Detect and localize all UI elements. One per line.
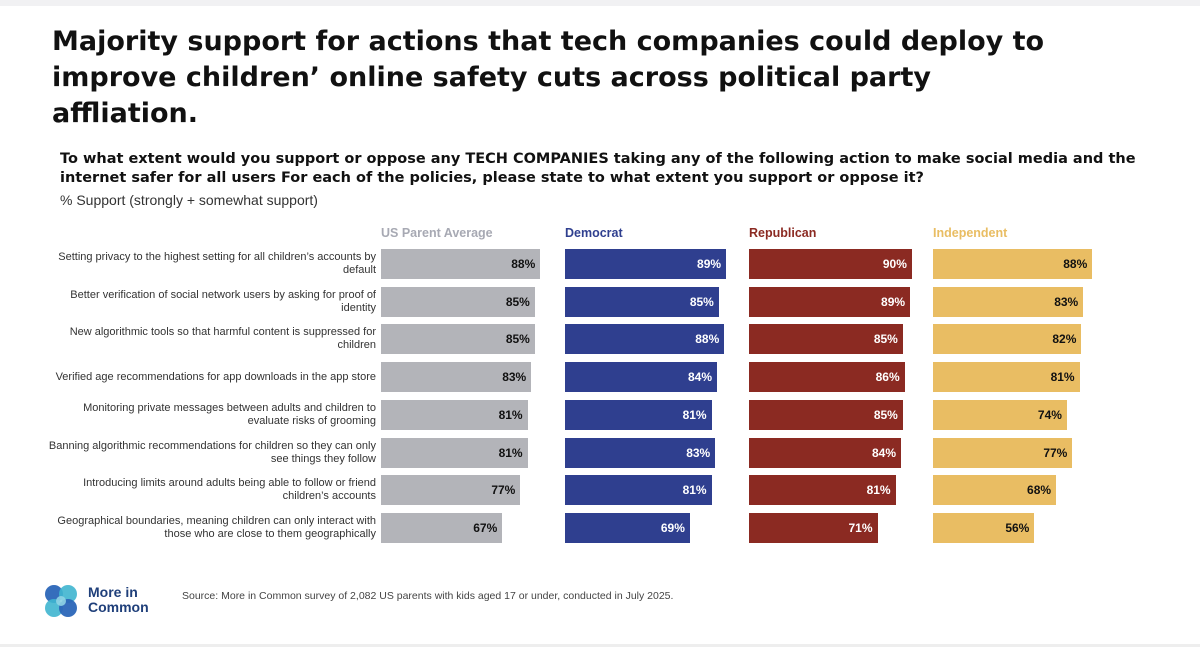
bottom-divider [0, 644, 1200, 647]
bar [933, 324, 1082, 355]
bar-value-label: 68% [1027, 483, 1052, 498]
bar [933, 475, 1057, 506]
bar [381, 475, 521, 506]
bar-value-label: 89% [881, 294, 906, 309]
bar-value-label: 81% [682, 483, 707, 498]
bar-value-label: 82% [1052, 332, 1077, 347]
bar-value-label: 69% [660, 520, 685, 535]
bar-value-label: 81% [866, 483, 891, 498]
bar-value-label: 81% [498, 445, 523, 460]
bar [565, 286, 719, 317]
bar-value-label: 84% [688, 370, 713, 385]
bar [749, 362, 905, 393]
bar-value-label: 88% [511, 257, 536, 271]
bar-value-label: 77% [491, 483, 516, 498]
bar [565, 399, 712, 430]
source-note: Source: More in Common survey of 2,082 U… [182, 590, 674, 602]
series-header: Republican [749, 226, 817, 240]
bar [933, 286, 1084, 317]
bar-value-label: 86% [875, 370, 900, 385]
bar [381, 512, 503, 543]
bar-value-label: 89% [697, 257, 722, 271]
bar [565, 512, 690, 543]
bar-value-label: 74% [1037, 407, 1062, 422]
logo-text: More in Common [88, 584, 149, 615]
bar-value-label: 81% [1050, 370, 1075, 385]
bar [565, 249, 727, 279]
bar-value-label: 81% [498, 407, 523, 422]
category-label: Better verification of social network us… [70, 288, 376, 314]
bar [933, 249, 1093, 279]
bar-value-label: 81% [682, 407, 707, 422]
bar [565, 475, 712, 506]
bar [749, 324, 903, 355]
bar-value-label: 85% [873, 332, 898, 347]
category-label: Introducing limits around adults being a… [83, 477, 376, 503]
bar-value-label: 85% [505, 332, 530, 347]
bar [749, 475, 896, 506]
bar [565, 437, 716, 468]
bar-value-label: 88% [1063, 257, 1088, 271]
category-label: Banning algorithmic recommendations for … [48, 439, 376, 465]
bar [381, 437, 528, 468]
series-header: Independent [933, 226, 1008, 240]
series-header: Democrat [565, 226, 623, 240]
category-label: New algorithmic tools so that harmful co… [69, 326, 376, 352]
category-label: Monitoring private messages between adul… [83, 401, 376, 427]
bar [381, 399, 528, 430]
bar-value-label: 85% [689, 294, 714, 309]
bar [565, 324, 725, 355]
series-header: US Parent Average [381, 226, 493, 240]
top-divider [0, 0, 1200, 6]
bar-value-label: 71% [848, 520, 873, 535]
bar-value-label: 88% [695, 332, 720, 347]
bar-value-label: 83% [686, 445, 711, 460]
bar [749, 512, 878, 543]
bar [933, 362, 1080, 393]
bar [381, 286, 535, 317]
bar [749, 437, 902, 468]
bar [381, 362, 532, 393]
bar [381, 249, 541, 279]
bar-value-label: 83% [502, 370, 527, 385]
survey-question: To what extent would you support or oppo… [60, 151, 1136, 186]
category-label: Verified age recommendations for app dow… [55, 370, 376, 383]
more-in-common-logo-icon [45, 585, 77, 617]
category-label: Setting privacy to the highest setting f… [58, 251, 376, 276]
bar-value-label: 67% [473, 520, 498, 535]
bar [749, 249, 912, 279]
bar [565, 362, 718, 393]
bar-value-label: 90% [882, 257, 907, 271]
chart-title: Majority support for actions that tech c… [52, 26, 1045, 129]
bar-value-label: 85% [505, 294, 530, 309]
bar [749, 399, 903, 430]
measure-subtitle: % Support (strongly + somewhat support) [60, 192, 318, 208]
bar-value-label: 77% [1043, 445, 1068, 460]
bar [933, 399, 1067, 430]
bar-value-label: 83% [1054, 294, 1079, 309]
bar [933, 437, 1073, 468]
category-label: Geographical boundaries, meaning childre… [57, 514, 376, 540]
bar [933, 512, 1035, 543]
bar-value-label: 56% [1005, 520, 1030, 535]
bar-value-label: 84% [872, 445, 897, 460]
bar-value-label: 85% [873, 407, 898, 422]
bar [381, 324, 535, 355]
bar [749, 286, 911, 317]
